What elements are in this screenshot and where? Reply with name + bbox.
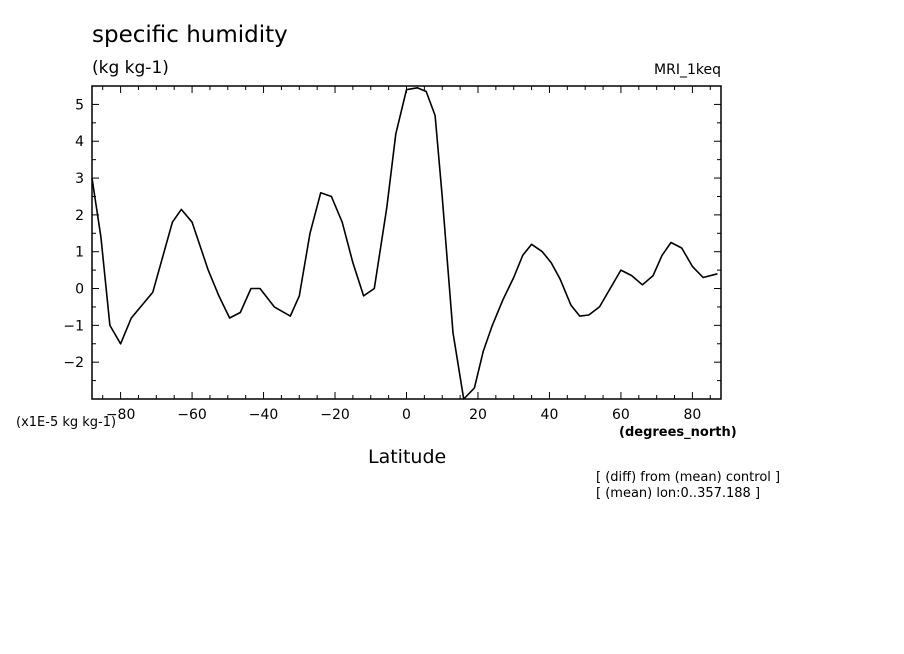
plot-frame (91, 85, 722, 400)
x-tick-label: 0 (402, 407, 411, 423)
x-axis-label: Latitude (368, 446, 447, 468)
units-label: (kg kg-1) (92, 58, 169, 78)
annotation-diff: [ (diff) from (mean) control ] (596, 470, 781, 485)
x-tick-label: −40 (249, 407, 279, 423)
y-tick-label: −2 (63, 355, 84, 371)
y-tick-label: 4 (75, 134, 84, 150)
y-tick-label: 3 (75, 171, 84, 187)
x-tick-label: −20 (320, 407, 350, 423)
series-line (91, 87, 718, 400)
chart-title: specific humidity (92, 22, 288, 48)
annotation-mean: [ (mean) lon:0..357.188 ] (596, 486, 761, 501)
x-tick-label: 40 (541, 407, 559, 423)
x-tick-label: −60 (177, 407, 207, 423)
y-tick-label: 0 (75, 282, 84, 298)
x-tick-label: 60 (612, 407, 630, 423)
x-tick-label: 80 (683, 407, 701, 423)
y-tick-label: 2 (75, 208, 84, 224)
x-tick-label: 20 (469, 407, 487, 423)
y-tick-label: −1 (63, 318, 84, 334)
y-tick-label: 1 (75, 245, 84, 261)
tick-marks (92, 85, 721, 400)
y-tick-label: 5 (75, 97, 84, 113)
x-units-label: (degrees_north) (619, 425, 737, 440)
model-label: MRI_1keq (654, 62, 721, 78)
tick-labels: −80 −60 −40 −20 0 20 40 60 80 −2 −1 0 1 2 3 4 5 (63, 97, 701, 423)
scale-label: (x1E-5 kg kg-1) (16, 415, 117, 430)
x-tick-label: −80 (106, 407, 136, 423)
